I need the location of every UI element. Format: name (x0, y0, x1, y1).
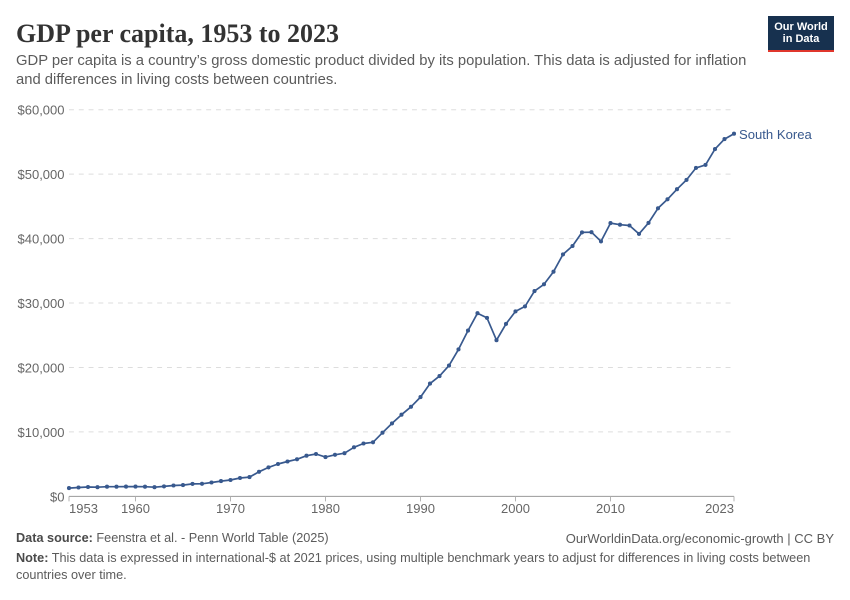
svg-text:1953: 1953 (69, 501, 98, 516)
svg-text:1990: 1990 (406, 501, 435, 516)
svg-text:1980: 1980 (311, 501, 340, 516)
svg-text:$60,000: $60,000 (18, 103, 65, 118)
svg-text:$10,000: $10,000 (18, 425, 65, 440)
svg-text:2000: 2000 (501, 501, 530, 516)
svg-text:1970: 1970 (216, 501, 245, 516)
svg-text:South Korea: South Korea (739, 127, 813, 142)
svg-text:2023: 2023 (705, 501, 734, 516)
svg-text:$50,000: $50,000 (18, 167, 65, 182)
svg-text:2010: 2010 (596, 501, 625, 516)
svg-text:$20,000: $20,000 (18, 361, 65, 376)
svg-text:1960: 1960 (121, 501, 150, 516)
svg-text:$0: $0 (50, 489, 64, 504)
svg-text:$40,000: $40,000 (18, 232, 65, 247)
svg-text:$30,000: $30,000 (18, 296, 65, 311)
